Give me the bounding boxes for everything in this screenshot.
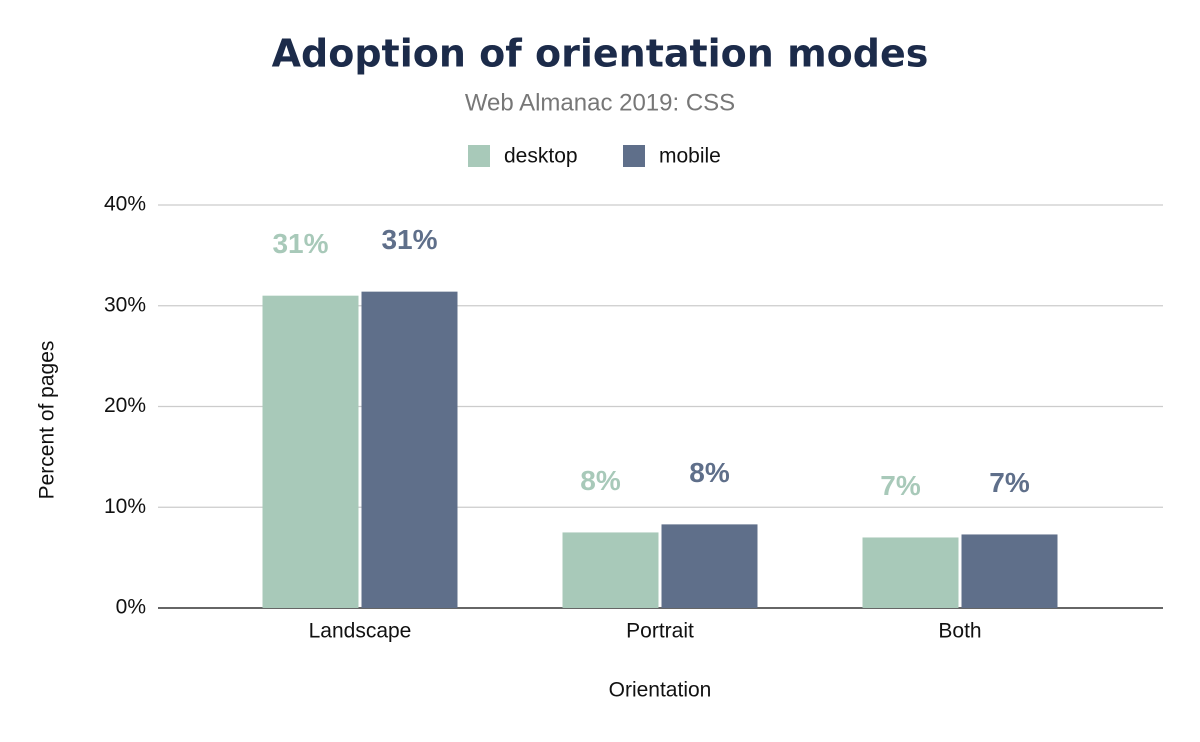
legend-swatch xyxy=(623,145,645,167)
bar xyxy=(961,534,1058,608)
y-tick-label: 10% xyxy=(104,495,146,518)
bar xyxy=(562,532,659,608)
value-label: 31% xyxy=(272,228,328,259)
bar xyxy=(862,537,959,608)
x-tick-label: Portrait xyxy=(626,620,694,643)
bar xyxy=(661,524,758,608)
value-label: 7% xyxy=(880,470,921,501)
x-tick-label: Both xyxy=(938,620,981,643)
legend-label: desktop xyxy=(504,145,578,168)
legend-label: mobile xyxy=(659,145,721,168)
y-tick-label: 20% xyxy=(104,394,146,417)
y-axis-title: Percent of pages xyxy=(36,341,59,500)
bar xyxy=(361,291,458,608)
value-label: 31% xyxy=(381,224,437,255)
legend-swatch xyxy=(468,145,490,167)
bar xyxy=(262,295,359,608)
y-tick-label: 40% xyxy=(104,193,146,216)
chart-title: Adoption of orientation modes xyxy=(272,32,929,76)
chart-subtitle: Web Almanac 2019: CSS xyxy=(465,89,735,116)
value-label: 8% xyxy=(580,465,621,496)
value-label: 7% xyxy=(989,467,1030,498)
x-tick-label: Landscape xyxy=(309,620,412,643)
value-label: 8% xyxy=(689,457,730,488)
y-tick-label: 0% xyxy=(116,596,146,619)
x-axis-title: Orientation xyxy=(609,679,712,702)
y-tick-label: 30% xyxy=(104,293,146,316)
